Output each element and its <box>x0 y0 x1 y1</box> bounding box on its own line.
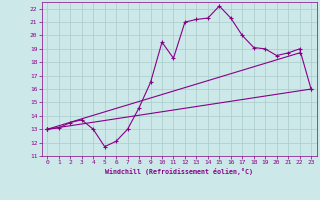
X-axis label: Windchill (Refroidissement éolien,°C): Windchill (Refroidissement éolien,°C) <box>105 168 253 175</box>
